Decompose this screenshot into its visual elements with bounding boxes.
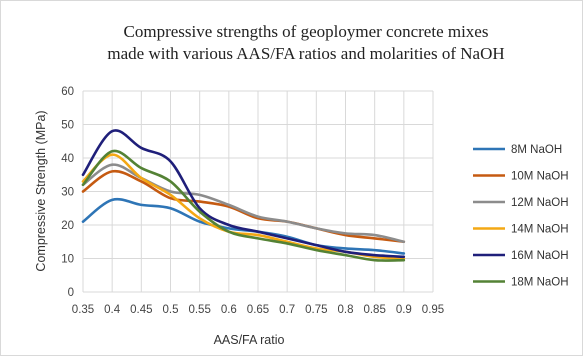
legend-entry-label: 12M NaOH [511, 197, 569, 209]
chart-title-line-1: Compressive strengths of geoploymer conc… [124, 22, 489, 41]
series-lines [81, 129, 406, 262]
legend-entry-label: 16M NaOH [511, 250, 569, 262]
x-tick-label: 0.8 [338, 304, 354, 316]
chart-title-line-2: made with various AAS/FA ratios and mola… [107, 44, 504, 63]
x-tick-label: 0.6 [221, 304, 237, 316]
x-tick-label: 0.65 [247, 304, 269, 316]
legend: 8M NaOH 10M NaOH 12M NaOH 14M NaOH 16M NaOH 1… [473, 144, 569, 289]
x-axis-label: AAS/FA ratio [214, 333, 285, 347]
y-tick-label: 40 [61, 153, 74, 165]
x-tick-label: 0.35 [72, 304, 94, 316]
x-tick-label: 0.5 [163, 304, 179, 316]
gridlines [82, 90, 434, 293]
x-axis-ticks: 0.35 0.4 0.45 0.5 0.55 0.6 0.65 0.7 0.75 0.8 0.85 0… [72, 304, 444, 316]
series-line-1 [81, 197, 406, 255]
x-tick-label: 0.7 [279, 304, 295, 316]
x-tick-label: 0.9 [396, 304, 412, 316]
y-axis-ticks: 0 10 20 30 40 50 60 [61, 86, 74, 299]
series-line-4 [81, 153, 406, 260]
x-tick-label: 0.45 [130, 304, 152, 316]
legend-entry-label: 8M NaOH [511, 144, 562, 156]
y-tick-label: 10 [61, 254, 74, 266]
x-tick-label: 0.85 [363, 304, 385, 316]
x-tick-label: 0.95 [422, 304, 444, 316]
y-tick-label: 0 [68, 287, 74, 299]
legend-entry-label: 14M NaOH [511, 224, 569, 236]
series-line-6 [81, 149, 406, 262]
y-axis-label: Compressive Strength (MPa) [34, 110, 48, 271]
x-tick-label: 0.4 [104, 304, 121, 316]
y-tick-label: 50 [61, 120, 74, 132]
x-tick-label: 0.55 [188, 304, 210, 316]
legend-entry-label: 18M NaOH [511, 277, 569, 289]
series-line-5 [81, 129, 406, 259]
y-tick-label: 30 [61, 187, 74, 199]
series-line-2 [81, 169, 406, 244]
x-tick-label: 0.75 [305, 304, 327, 316]
y-tick-label: 20 [61, 220, 74, 232]
legend-entry-label: 10M NaOH [511, 171, 569, 183]
y-tick-label: 60 [61, 86, 74, 98]
